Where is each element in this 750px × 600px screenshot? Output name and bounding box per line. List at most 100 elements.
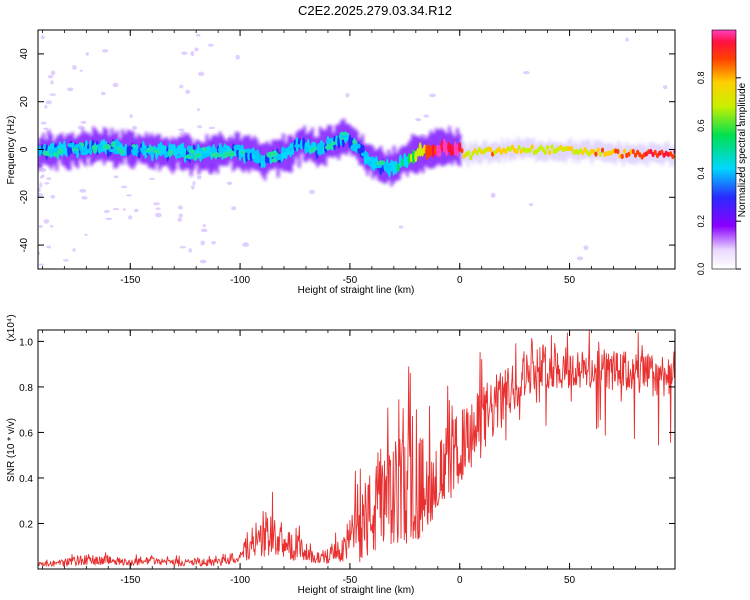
spectrogram-x-tick-label: 0 <box>457 275 463 286</box>
ridge-blob <box>352 139 358 145</box>
snr-y-ticks: 0.2 0.4 0.6 0.8 1.0 <box>19 337 675 530</box>
ridge-blob <box>360 152 368 157</box>
ridge-halo-cell <box>637 142 641 162</box>
ridge-halo-cell <box>540 141 544 161</box>
noise-speckle <box>79 69 84 72</box>
noise-speckle <box>79 188 87 193</box>
ridge-halo-cell <box>585 139 588 159</box>
ridge-blob <box>175 154 182 159</box>
ridge-core-cell <box>649 148 653 154</box>
ridge-blob <box>193 153 202 157</box>
snr-panel: -150 -100 -50 0 50 0.2 0.4 0.6 0.8 1.0 Height of… <box>6 314 676 596</box>
ridge-blob <box>240 150 246 155</box>
ridge-halo-cell <box>308 131 312 159</box>
noise-speckle <box>50 70 56 76</box>
ridge-core-cell <box>183 148 187 163</box>
ridge-halo-cell <box>545 142 549 163</box>
noise-speckle <box>103 209 110 214</box>
ridge-halo-cell <box>500 138 504 158</box>
spectrogram-x-tick-label: -50 <box>343 275 358 286</box>
ridge-core-cell <box>581 150 585 156</box>
noise-speckle <box>120 185 128 189</box>
noise-speckle <box>81 196 88 200</box>
ridge-blob <box>330 141 337 146</box>
noise-speckle <box>197 125 203 129</box>
colorbar: 0.0 0.2 0.4 0.6 0.8 Normalized spectral ampl… <box>696 29 748 276</box>
ridge-halo-cell <box>614 146 617 166</box>
noise-speckle <box>44 182 50 185</box>
ridge-core-cell <box>517 145 521 151</box>
ridge-blob <box>97 143 102 151</box>
spectrogram-y-tick-label: -20 <box>19 190 30 205</box>
ridge-halo-cell <box>137 134 140 161</box>
ridge-core-cell <box>633 152 638 158</box>
noise-speckle <box>46 177 52 180</box>
ridge-halo-cell <box>550 141 554 162</box>
ridge-halo-cell <box>464 142 467 162</box>
snr-x-tick-label: -50 <box>343 575 358 586</box>
ridge-core-cell <box>427 144 431 159</box>
noise-speckle <box>39 182 43 188</box>
ridge-halo-cell <box>466 148 470 168</box>
noise-speckle <box>192 181 196 186</box>
ridge-blob <box>222 151 229 159</box>
noise-speckle <box>190 185 195 190</box>
colorbar-tick-label: 0.0 <box>696 263 706 276</box>
noise-speckle <box>398 225 404 229</box>
noise-speckle <box>199 259 207 264</box>
ridge-core-cell <box>594 151 598 157</box>
ridge-halo-cell <box>548 139 551 159</box>
noise-speckle <box>345 93 350 98</box>
snr-y-tick-label: 0.4 <box>19 474 33 485</box>
snr-x-tick-label: -150 <box>120 575 140 586</box>
snr-y-tick-label: 0.2 <box>19 519 33 530</box>
snr-series-line <box>38 330 675 567</box>
ridge-blob <box>252 150 260 156</box>
ridge-core-cell <box>466 150 471 156</box>
ridge-core-cell <box>631 148 635 155</box>
spectral-ridge <box>38 118 675 187</box>
noise-speckle <box>38 193 44 198</box>
ridge-core-cell <box>600 147 605 153</box>
noise-speckle <box>190 50 195 57</box>
ridge-core-cell <box>653 149 657 155</box>
ridge-blob <box>73 144 82 149</box>
ridge-blob <box>317 148 323 156</box>
colorbar-tick-label: 0.4 <box>696 167 706 180</box>
ridge-blob <box>385 168 391 174</box>
ridge-halo-cell <box>498 144 501 164</box>
ridge-blob <box>354 143 361 149</box>
noise-speckle <box>188 248 192 253</box>
ridge-blob <box>201 146 207 152</box>
ridge-halo-cell <box>619 142 623 162</box>
noise-speckle <box>625 37 629 42</box>
ridge-halo-cell <box>229 135 233 162</box>
spectrogram-panel: -150 -100 -50 0 50 -40 -20 0 20 40 Height of str… <box>6 29 676 296</box>
ridge-blob <box>153 149 161 154</box>
ridge-blob <box>340 131 348 136</box>
ridge-blob <box>209 148 217 153</box>
noise-speckle <box>662 85 668 90</box>
noise-speckle <box>155 207 161 210</box>
ridge-blob <box>213 153 222 158</box>
snr-y-tick-label: 0.8 <box>19 383 33 394</box>
snr-series <box>38 330 675 567</box>
spectrogram-x-tick-label: 50 <box>564 275 576 286</box>
noise-speckle <box>231 206 237 211</box>
ridge-core-cell <box>660 149 664 155</box>
ridge-blob <box>315 144 324 151</box>
ridge-halo-cell <box>624 141 628 162</box>
noise-speckle <box>202 224 207 228</box>
snr-y-tick-label: 1.0 <box>19 337 33 348</box>
colorbar-tick-label: 0.2 <box>696 215 706 228</box>
ridge-core-cell <box>669 151 673 157</box>
ridge-core-cell <box>471 150 475 157</box>
noise-speckle <box>415 117 422 122</box>
ridge-blob <box>228 151 236 157</box>
noise-speckle <box>196 108 200 112</box>
noise-speckle <box>179 246 187 249</box>
ridge-halo-cell <box>487 145 491 165</box>
ridge-blob <box>256 157 266 162</box>
ridge-blob <box>80 151 89 156</box>
ridge-core-cell <box>510 144 515 150</box>
